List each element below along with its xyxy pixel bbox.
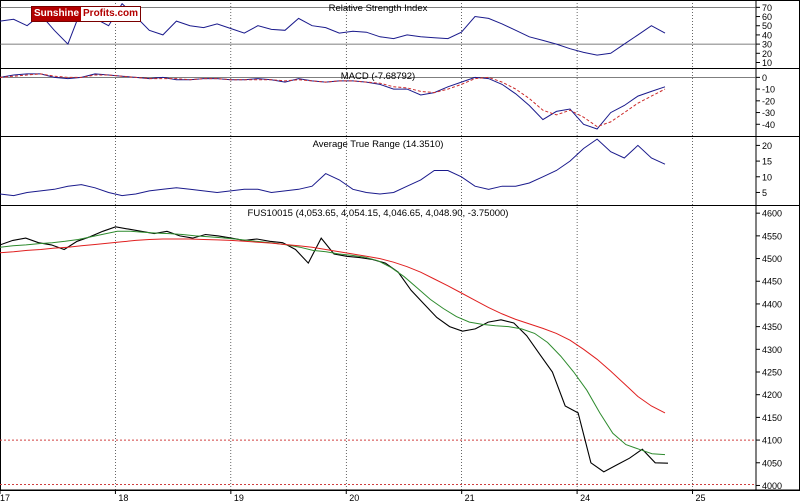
logo-part2: Profits.com <box>81 7 141 21</box>
price-y-tick-label-5: 4250 <box>762 368 782 378</box>
macd-series-0 <box>0 73 666 130</box>
price-y-tick-label-1: 4050 <box>762 458 782 468</box>
price-y-tick-label-11: 4550 <box>762 231 782 241</box>
price-y-tick-label-8: 4400 <box>762 299 782 309</box>
price-series-0 <box>0 226 669 473</box>
price-y-tick-label-4: 4200 <box>762 390 782 400</box>
price-y-tick-label-9: 4450 <box>762 277 782 287</box>
atr-y-tick-label-3: 20 <box>762 141 772 151</box>
rsi-y-tick-label-0: 10 <box>762 58 772 68</box>
atr-panel-title: Average True Range (14.3510) <box>313 139 444 150</box>
rsi-y-tick-label-2: 30 <box>762 40 772 50</box>
macd-panel-title: MACD (-7.68792) <box>341 71 415 82</box>
rsi-y-tick-label-5: 60 <box>762 12 772 22</box>
macd-y-tick-label-2: -20 <box>762 96 775 106</box>
logo-part1: Sunshine <box>32 7 82 21</box>
price-series-1 <box>0 230 666 456</box>
atr-y-tick-label-2: 15 <box>762 157 772 167</box>
atr-y-tick-label-1: 10 <box>762 172 772 182</box>
atr-series-0 <box>0 138 666 197</box>
sunshine-profits-logo[interactable]: Sunshine Profits.com <box>31 6 142 22</box>
macd-y-tick-label-1: -30 <box>762 108 775 118</box>
price-y-tick-label-2: 4100 <box>762 436 782 446</box>
price-series-2 <box>0 238 666 414</box>
price-y-tick-label-7: 4350 <box>762 322 782 332</box>
rsi-y-tick-label-1: 20 <box>762 49 772 59</box>
x-tick-label-0: 17 <box>0 493 10 503</box>
atr-y-tick-label-0: 5 <box>762 188 767 198</box>
rsi-series-0 <box>0 2 666 56</box>
macd-y-tick-label-4: 0 <box>762 73 767 83</box>
rsi-panel-title: Relative Strength Index <box>329 3 428 14</box>
rsi-y-tick-label-3: 40 <box>762 30 772 40</box>
price-panel-frame <box>0 205 800 491</box>
x-tick-label-1: 18 <box>118 493 128 503</box>
price-panel-title: FUS10015 (4,053.65, 4,054.15, 4,046.65, … <box>248 208 509 219</box>
macd-y-tick-label-3: -10 <box>762 85 775 95</box>
price-y-tick-label-0: 4000 <box>762 481 782 491</box>
x-tick-label-4: 21 <box>465 493 475 503</box>
x-tick-label-3: 20 <box>349 493 359 503</box>
rsi-y-tick-label-4: 50 <box>762 21 772 31</box>
price-y-tick-label-10: 4500 <box>762 254 782 264</box>
price-y-tick-label-3: 4150 <box>762 413 782 423</box>
macd-y-tick-label-0: -40 <box>762 120 775 130</box>
macd-series-1 <box>0 73 666 128</box>
x-tick-label-2: 19 <box>234 493 244 503</box>
price-y-tick-label-12: 4600 <box>762 209 782 219</box>
x-tick-label-5: 24 <box>580 493 590 503</box>
price-y-tick-label-6: 4300 <box>762 345 782 355</box>
x-tick-label-6: 25 <box>696 493 706 503</box>
rsi-y-tick-label-6: 70 <box>762 3 772 13</box>
